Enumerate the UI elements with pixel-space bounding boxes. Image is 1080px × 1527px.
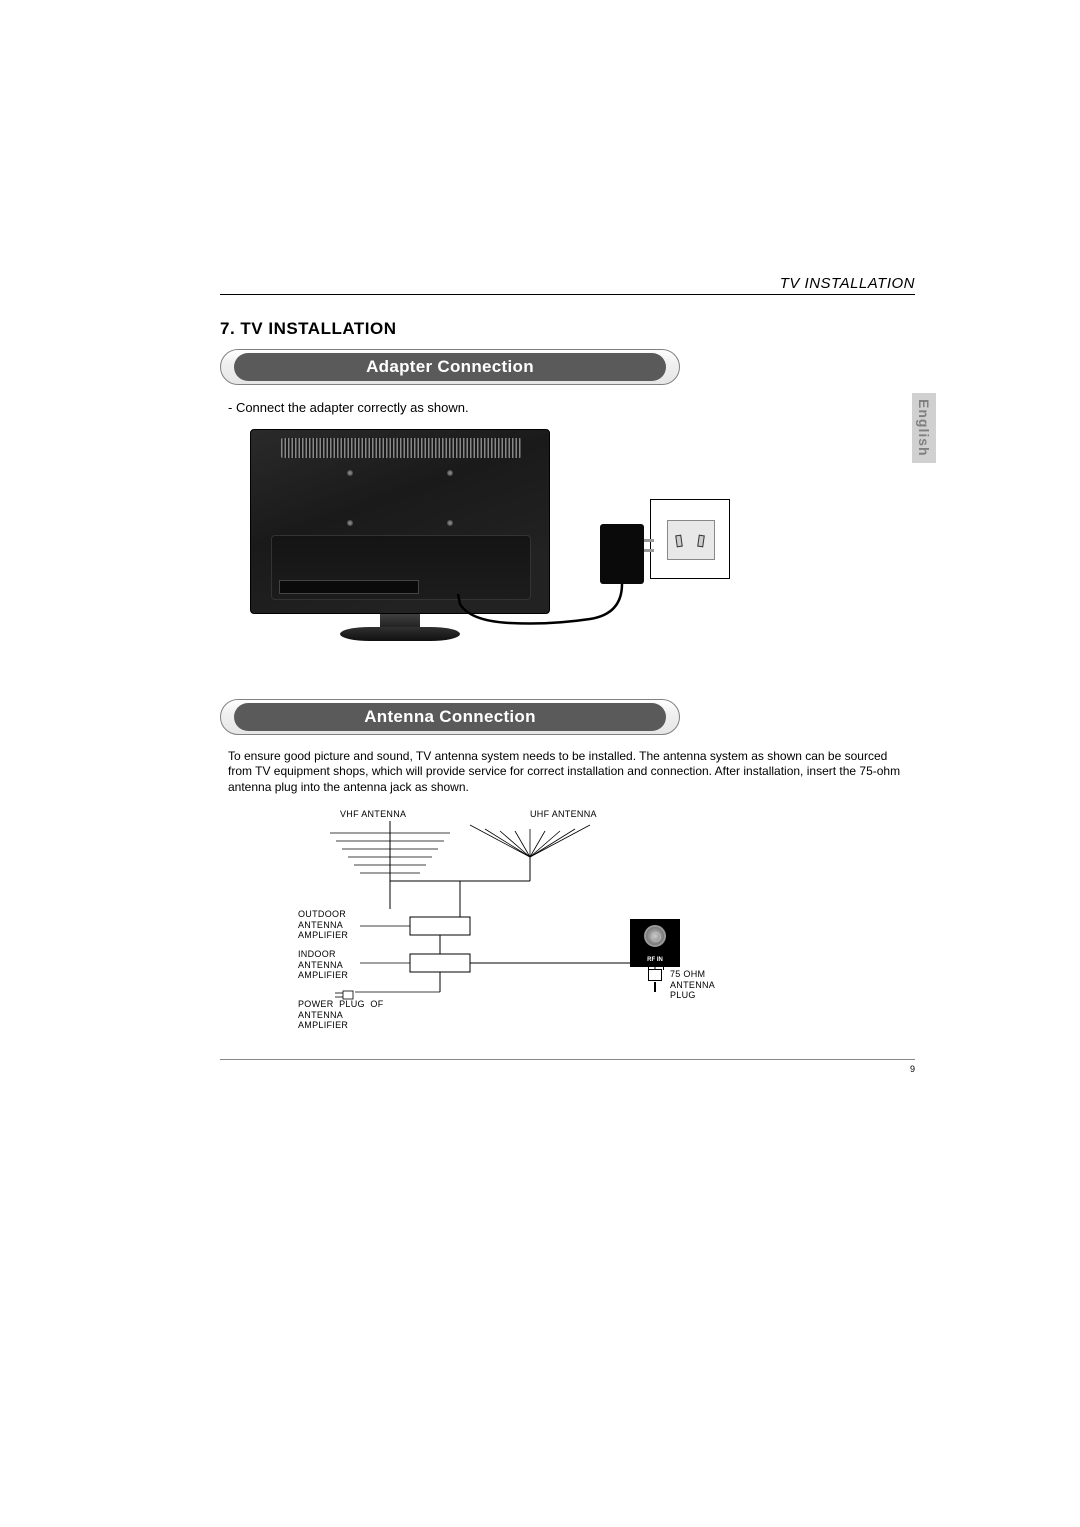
coax-connector-icon	[644, 925, 666, 947]
tv-ports	[279, 580, 419, 594]
power-plug-label: POWER PLUG OF ANTENNA AMPLIFIER	[298, 999, 384, 1030]
adapter-figure	[250, 429, 750, 659]
antenna-pill-label: Antenna Connection	[234, 703, 666, 731]
adapter-prongs	[644, 537, 654, 557]
uhf-label: UHF ANTENNA	[530, 809, 597, 819]
tv-vent	[281, 438, 521, 458]
adapter-brick	[600, 524, 644, 584]
adapter-pill-label: Adapter Connection	[234, 353, 666, 381]
footer-rule	[220, 1059, 915, 1060]
antenna-figure: VHF ANTENNA UHF ANTENNA OUTDOOR ANTENNA …	[260, 809, 760, 1059]
language-side-tab: English	[912, 393, 936, 463]
adapter-instruction: - Connect the adapter correctly as shown…	[228, 399, 915, 417]
vhf-label: VHF ANTENNA	[340, 809, 406, 819]
page-number: 9	[220, 1064, 915, 1074]
rf-in-jack: RF IN	[630, 919, 680, 967]
antenna-plug-icon	[648, 969, 662, 981]
power-plug-icon	[335, 987, 355, 997]
screw-icon	[347, 470, 353, 476]
indoor-amp-label: INDOOR ANTENNA AMPLIFIER	[298, 949, 348, 980]
section-heading: 7. TV INSTALLATION	[220, 319, 915, 339]
tv-stand-base	[340, 627, 460, 641]
screw-icon	[447, 470, 453, 476]
screw-icon	[347, 520, 353, 526]
outlet-plate	[667, 520, 715, 560]
outlet-slot	[675, 534, 683, 547]
screw-icon	[447, 520, 453, 526]
antenna-paragraph: To ensure good picture and sound, TV ant…	[228, 749, 907, 796]
wall-outlet	[650, 499, 730, 579]
page-content: TV INSTALLATION 7. TV INSTALLATION Adapt…	[220, 275, 915, 1074]
tv-back-panel	[250, 429, 550, 614]
adapter-pill-wrap: Adapter Connection	[220, 349, 915, 385]
outdoor-amp-label: OUTDOOR ANTENNA AMPLIFIER	[298, 909, 348, 940]
outlet-slot	[697, 534, 705, 547]
running-header: TV INSTALLATION	[220, 275, 915, 295]
tv-stand-neck	[380, 614, 420, 628]
ohm-plug-label: 75 OHM ANTENNA PLUG	[670, 969, 715, 1000]
antenna-pill-wrap: Antenna Connection	[220, 699, 915, 735]
